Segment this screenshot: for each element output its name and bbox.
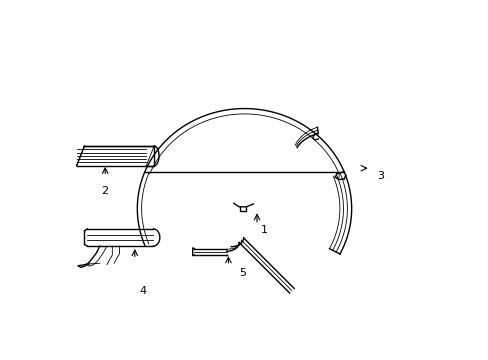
Text: 2: 2 — [102, 186, 108, 196]
Text: 4: 4 — [139, 286, 146, 296]
Text: 5: 5 — [239, 268, 246, 278]
Text: 1: 1 — [260, 225, 267, 235]
Text: 3: 3 — [376, 171, 383, 181]
